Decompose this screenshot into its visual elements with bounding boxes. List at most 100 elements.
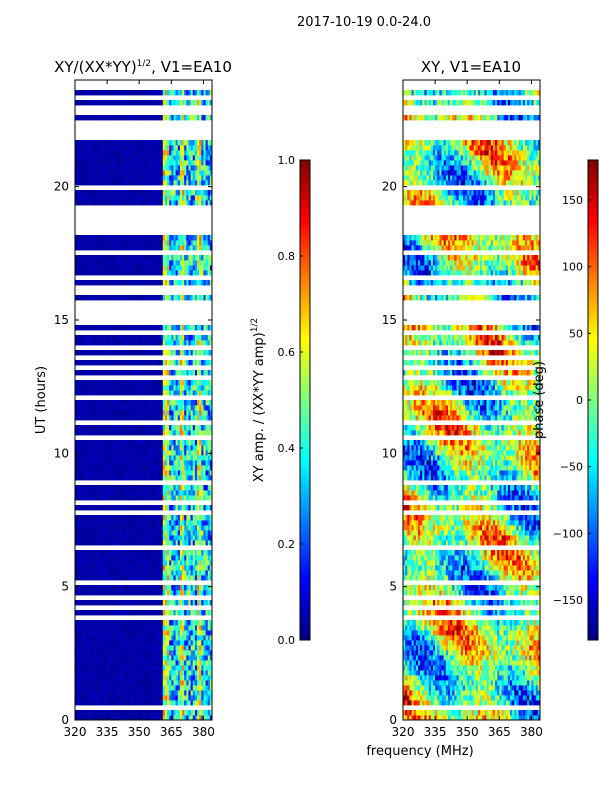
heatmap-cell bbox=[128, 325, 132, 331]
heatmap-cell bbox=[75, 385, 78, 391]
heatmap-cell bbox=[143, 695, 147, 701]
heatmap-cell bbox=[94, 280, 97, 286]
heatmap-cell bbox=[158, 675, 162, 681]
heatmap-cell bbox=[137, 400, 140, 406]
heatmap-cell bbox=[177, 535, 181, 541]
heatmap-cell bbox=[122, 715, 125, 720]
heatmap-cell bbox=[117, 410, 121, 416]
heatmap-cell bbox=[188, 445, 191, 451]
heatmap-cell bbox=[122, 425, 125, 431]
heatmap-cell bbox=[175, 690, 179, 696]
heatmap-cell bbox=[128, 635, 132, 641]
heatmap-cell bbox=[139, 460, 142, 466]
heatmap-cell bbox=[134, 710, 138, 716]
heatmap-cell bbox=[201, 405, 204, 411]
heatmap-cell bbox=[167, 475, 170, 481]
heatmap-cell bbox=[137, 405, 140, 411]
heatmap-cell bbox=[201, 680, 204, 686]
heatmap-cell bbox=[122, 440, 125, 446]
heatmap-cell bbox=[160, 525, 164, 531]
heatmap-cell bbox=[115, 550, 119, 556]
heatmap-cell bbox=[83, 625, 87, 631]
heatmap-cell bbox=[132, 575, 136, 581]
heatmap-cell bbox=[134, 650, 138, 656]
heatmap-cell bbox=[190, 695, 194, 701]
heatmap-cell bbox=[122, 390, 125, 396]
heatmap-cell bbox=[83, 680, 87, 686]
heatmap-cell bbox=[111, 660, 114, 666]
heatmap-cell bbox=[83, 260, 87, 266]
heatmap-cell bbox=[115, 560, 119, 566]
heatmap-cell bbox=[149, 450, 153, 456]
heatmap-cell bbox=[104, 520, 108, 526]
heatmap-cell bbox=[79, 450, 82, 456]
heatmap-cell bbox=[160, 590, 164, 596]
heatmap-cell bbox=[107, 430, 110, 436]
heatmap-cell bbox=[141, 325, 144, 331]
heatmap-cell bbox=[130, 515, 134, 521]
heatmap-cell bbox=[115, 455, 119, 461]
heatmap-cell bbox=[94, 495, 97, 501]
heatmap-cell bbox=[75, 700, 78, 706]
heatmap-cell bbox=[207, 360, 211, 366]
heatmap-cell bbox=[119, 460, 123, 466]
heatmap-cell bbox=[102, 455, 106, 461]
heatmap-cell bbox=[81, 430, 84, 436]
heatmap-cell bbox=[182, 265, 185, 271]
heatmap-cell bbox=[111, 535, 114, 541]
heatmap-cell bbox=[113, 350, 117, 356]
heatmap-cell bbox=[126, 450, 129, 456]
heatmap-cell bbox=[100, 655, 104, 661]
heatmap-cell bbox=[100, 280, 104, 286]
heatmap-cell bbox=[98, 600, 102, 606]
heatmap-cell bbox=[115, 610, 119, 616]
heatmap-cell bbox=[158, 460, 162, 466]
heatmap-cell bbox=[119, 265, 123, 271]
heatmap-cell bbox=[111, 585, 114, 591]
heatmap-cell bbox=[113, 715, 117, 720]
heatmap-cell bbox=[119, 645, 123, 651]
heatmap-cell bbox=[137, 675, 140, 681]
heatmap-cell bbox=[75, 475, 78, 481]
heatmap-cell bbox=[119, 380, 123, 386]
heatmap-cell bbox=[167, 565, 170, 571]
heatmap-cell bbox=[124, 455, 127, 461]
heatmap-cell bbox=[134, 670, 138, 676]
heatmap-cell bbox=[156, 555, 159, 561]
heatmap-cell bbox=[117, 235, 121, 241]
heatmap-cell bbox=[160, 635, 164, 641]
heatmap-cell bbox=[175, 570, 179, 576]
heatmap-cell bbox=[173, 295, 177, 301]
heatmap-cell bbox=[158, 260, 162, 266]
heatmap-cell bbox=[141, 515, 144, 521]
heatmap-cell bbox=[126, 440, 129, 446]
heatmap-cell bbox=[107, 585, 110, 591]
heatmap-cell bbox=[197, 400, 200, 406]
heatmap-cell bbox=[162, 700, 166, 706]
heatmap-cell bbox=[167, 710, 170, 716]
heatmap-cell bbox=[194, 655, 198, 661]
heatmap-cell bbox=[169, 450, 172, 456]
heatmap-cell bbox=[87, 260, 91, 266]
heatmap-cell bbox=[96, 170, 99, 176]
heatmap-cell bbox=[75, 695, 78, 701]
heatmap-cell bbox=[100, 585, 104, 591]
heatmap-cell bbox=[162, 520, 166, 526]
heatmap-cell bbox=[199, 195, 202, 201]
heatmap-cell bbox=[203, 680, 206, 686]
heatmap-cell bbox=[85, 520, 89, 526]
heatmap-cell bbox=[104, 715, 108, 720]
heatmap-cell bbox=[188, 690, 191, 696]
heatmap-cell bbox=[87, 645, 91, 651]
heatmap-cell bbox=[184, 280, 187, 286]
heatmap-cell bbox=[98, 635, 102, 641]
heatmap-cell bbox=[79, 620, 82, 626]
heatmap-cell bbox=[209, 535, 212, 541]
heatmap-cell bbox=[173, 675, 177, 681]
heatmap-cell bbox=[109, 690, 112, 696]
heatmap-cell bbox=[186, 255, 189, 261]
heatmap-cell bbox=[207, 585, 211, 591]
heatmap-cell bbox=[177, 430, 181, 436]
heatmap-cell bbox=[75, 200, 78, 206]
heatmap-cell bbox=[190, 685, 194, 691]
